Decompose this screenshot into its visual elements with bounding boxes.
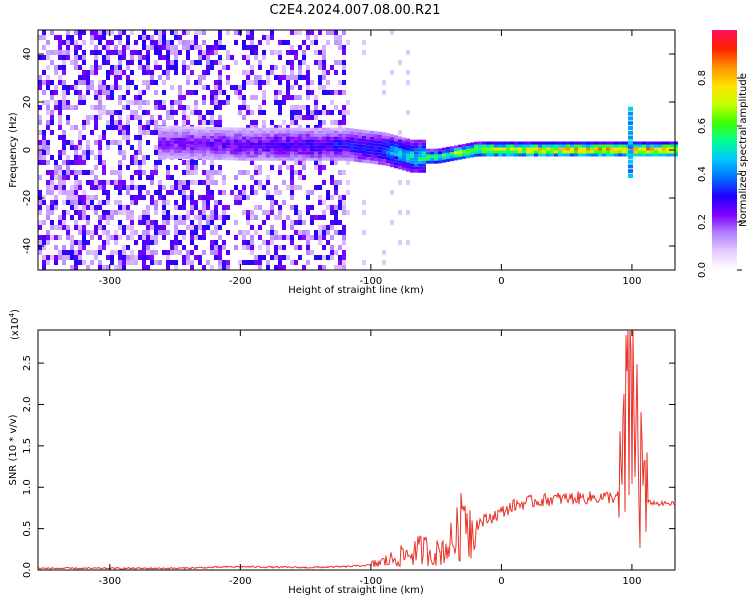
chart-title: C2E4.2024.007.08.00.R21 [269,3,440,18]
snr-x-label: Height of straight line (km) [288,585,424,596]
colorbar-tick-label: 0.6 [697,118,708,134]
y-tick-label: 20 [22,96,33,109]
colorbar-label: Normalized spectral amplitude [738,73,749,227]
spectrogram-x-label: Height of straight line (km) [288,285,424,296]
y-tick-label: -20 [22,190,33,206]
y-tick-label: 0 [22,147,33,153]
x-tick-label: 100 [622,576,641,587]
colorbar-tick-label: 0.4 [697,166,708,182]
spectrogram-y-ticks: -40 -20 0 20 40 [22,48,675,254]
y-tick-label: 0.0 [22,562,33,578]
y-tick-label: 0.5 [22,521,33,537]
snr-series-line [37,329,676,570]
y-tick-label: 2.0 [22,397,33,413]
x-tick-label: -100 [360,576,383,587]
y-tick-label: -40 [22,238,33,254]
x-tick-label: -200 [229,276,252,287]
x-tick-label: 0 [498,276,504,287]
colorbar-gradient [712,30,737,270]
x-tick-label: 100 [622,276,641,287]
colorbar: 0.0 0.2 0.4 0.6 0.8 Normalized spectral ampl… [697,30,749,278]
x-tick-label: -100 [360,276,383,287]
y-tick-label: 1.5 [22,438,33,454]
x-tick-label: 0 [498,576,504,587]
snr-x-ticks: -300 -200 -100 0 100 [98,330,641,587]
spectrogram-y-label: Frequency (Hz) [8,112,19,188]
y-tick-label: 2.5 [22,355,33,371]
x-tick-label: -300 [98,576,121,587]
x-tick-label: -200 [229,576,252,587]
spectrogram-x-ticks: -300 -200 -100 0 100 [98,30,641,287]
snr-panel: -300 -200 -100 0 100 0.0 0.5 1.0 1.5 2.0 2.5 Heig… [8,309,676,596]
snr-frame [37,329,676,571]
colorbar-ticks: 0.0 0.2 0.4 0.6 0.8 [697,70,742,278]
y-tick-label: 1.0 [22,479,33,495]
snr-y-label: SNR (10 * v/v) [8,414,19,485]
y-tick-label: 40 [22,48,33,61]
colorbar-tick-label: 0.0 [697,262,708,278]
spectrogram-cells [38,30,678,270]
snr-scale-note: (x104) [8,309,21,340]
colorbar-tick-label: 0.2 [697,214,708,230]
snr-y-ticks: 0.0 0.5 1.0 1.5 2.0 2.5 [22,355,675,578]
x-tick-label: -300 [98,276,121,287]
colorbar-tick-label: 0.8 [697,70,708,86]
